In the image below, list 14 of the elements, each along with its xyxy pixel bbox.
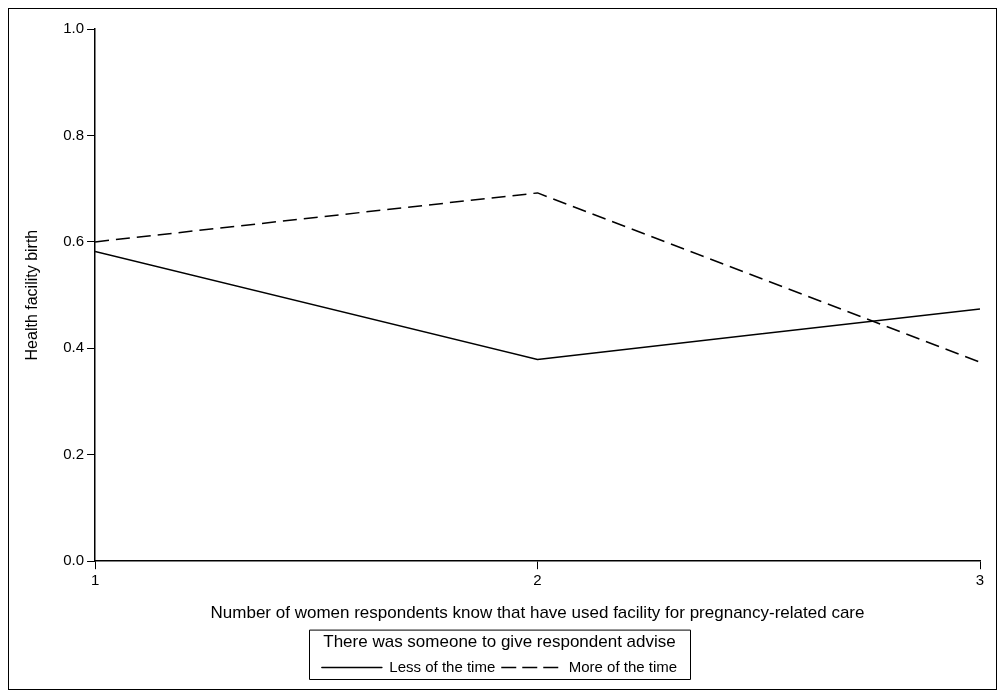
x-tick-label: 1 <box>90 571 100 589</box>
y-tick-label: 1.0 <box>63 19 85 37</box>
x-axis-title: Number of women respondents know that have used facility for pregnancy-related care <box>210 603 865 623</box>
y-tick-label: 0.4 <box>63 338 85 356</box>
x-tick-label: 3 <box>975 571 985 589</box>
legend-title: There was someone to give respondent advise <box>323 631 676 651</box>
x-tick-label: 2 <box>533 571 542 589</box>
y-tick-label: 0.6 <box>63 232 85 250</box>
y-tick-label: 0.0 <box>63 551 85 569</box>
y-tick-label: 0.2 <box>63 444 85 462</box>
legend-label: More of the time <box>568 657 678 675</box>
legend-label: Less of the time <box>389 657 496 675</box>
y-axis-title: Health facility birth <box>23 229 41 361</box>
y-tick-label: 0.8 <box>63 125 85 143</box>
